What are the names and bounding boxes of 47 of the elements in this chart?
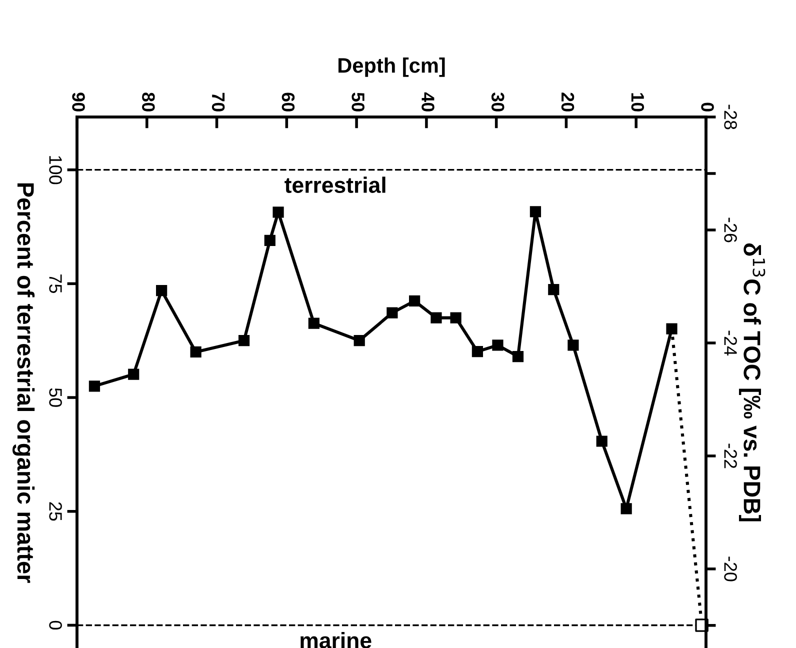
x-tick-label: 30 <box>491 92 504 112</box>
y2-axis-title: δ$^{13}$C of TOC [‰ vs. PDB] <box>738 243 766 522</box>
point <box>128 368 140 380</box>
point <box>666 323 678 334</box>
x-tick-label: 20 <box>561 92 574 112</box>
x-tick-label: 0 <box>701 102 714 112</box>
point <box>430 312 442 324</box>
point <box>596 436 608 447</box>
point <box>512 350 524 362</box>
ref-line-label: marine <box>300 632 372 648</box>
y-tick-label: 75 <box>49 274 62 293</box>
y-tick-label: 25 <box>49 502 62 521</box>
y-axis-title: Percent of terrestrial organic matter <box>12 183 35 583</box>
y2-tick-label: -24 <box>724 330 737 356</box>
point <box>238 335 250 346</box>
x-tick-label: 90 <box>72 92 85 112</box>
point <box>264 234 276 246</box>
point <box>620 503 632 514</box>
point <box>156 284 168 296</box>
point <box>386 307 398 318</box>
y2-tick-label: -28 <box>724 104 737 130</box>
x-tick-label: 50 <box>352 92 364 112</box>
y-tick-label: 50 <box>49 388 62 407</box>
point <box>190 346 202 358</box>
ref-line-label: terrestrial <box>284 176 386 193</box>
point <box>308 318 320 329</box>
point <box>472 346 484 358</box>
y2-tick-label: -22 <box>724 444 737 468</box>
point <box>568 340 579 351</box>
point <box>492 340 504 351</box>
y-tick-label: 0 <box>49 620 62 630</box>
point <box>88 380 100 392</box>
x-tick-label: 70 <box>212 92 225 112</box>
x-tick-label: 60 <box>282 92 295 112</box>
point <box>272 206 284 218</box>
point <box>409 295 420 307</box>
x-tick-label: 10 <box>631 93 644 112</box>
x-tick-label: 80 <box>142 92 155 112</box>
point <box>450 312 462 324</box>
x-axis-title: Depth [cm] <box>338 58 445 77</box>
x-tick-label: 40 <box>422 92 434 112</box>
y-tick-label: 100 <box>49 156 62 184</box>
point <box>354 335 365 346</box>
y2-tick-label: -26 <box>724 218 737 242</box>
point <box>530 206 542 218</box>
point <box>548 284 560 296</box>
y2-tick-label: -20 <box>724 556 737 582</box>
